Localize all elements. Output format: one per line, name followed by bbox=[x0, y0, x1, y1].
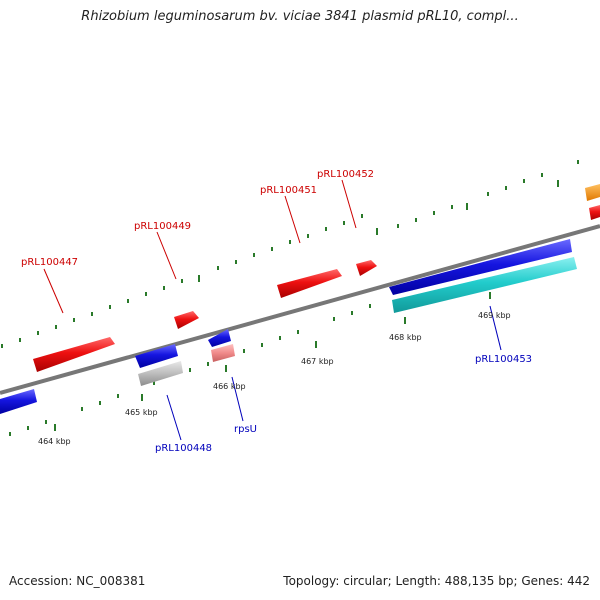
scale-label-468: 468 kbp bbox=[389, 333, 422, 342]
gene-pRL100449-arrow[interactable] bbox=[174, 311, 199, 329]
gene-pRL100453-rna[interactable] bbox=[392, 257, 577, 313]
gene-label-pRL100453[interactable]: pRL100453 bbox=[475, 354, 532, 365]
scale-label-467: 467 kbp bbox=[301, 357, 334, 366]
gene-label-pRL100451[interactable]: pRL100451 bbox=[260, 185, 317, 196]
genome-summary-text: Topology: circular; Length: 488,135 bp; … bbox=[283, 574, 590, 588]
forward-leader-lines bbox=[43, 179, 357, 314]
gene-rpsU-arrow[interactable] bbox=[208, 329, 231, 347]
genome-backbone bbox=[0, 224, 600, 395]
gene-pRL100448-arrow[interactable] bbox=[135, 344, 178, 368]
scale-label-465: 465 kbp bbox=[125, 408, 158, 417]
map-title: Rhizobium leguminosarum bv. viciae 3841 … bbox=[81, 9, 519, 24]
scale-label-466: 466 kbp bbox=[213, 382, 246, 391]
gene-pRL100447-arrow[interactable] bbox=[33, 337, 115, 372]
gene-pRL100451-arrow[interactable] bbox=[277, 269, 342, 298]
gene-label-pRL100452[interactable]: pRL100452 bbox=[317, 169, 374, 180]
reverse-tick-track bbox=[9, 292, 491, 436]
gene-pRL100448-pseudo[interactable] bbox=[138, 361, 183, 386]
gene-edge-red-arrow[interactable] bbox=[589, 205, 600, 220]
forward-tick-track bbox=[1, 160, 579, 348]
reverse-leader-lines bbox=[166, 305, 502, 441]
gene-pRL100452-arrow[interactable] bbox=[356, 260, 377, 276]
gene-left-edge-arrow[interactable] bbox=[0, 389, 37, 414]
gene-edge-orange-arrow[interactable] bbox=[585, 184, 600, 201]
gene-label-pRL100448[interactable]: pRL100448 bbox=[155, 443, 212, 454]
gene-pRL100453-arrow[interactable] bbox=[389, 239, 572, 295]
gene-label-pRL100447[interactable]: pRL100447 bbox=[21, 257, 78, 268]
accession-text: Accession: NC_008381 bbox=[9, 574, 146, 588]
gene-rpsU-pink[interactable] bbox=[211, 344, 235, 362]
gene-label-rpsU[interactable]: rpsU bbox=[234, 424, 257, 435]
scale-label-464: 464 kbp bbox=[38, 437, 71, 446]
scale-label-469: 469 kbp bbox=[478, 311, 511, 320]
gene-label-pRL100449[interactable]: pRL100449 bbox=[134, 221, 191, 232]
